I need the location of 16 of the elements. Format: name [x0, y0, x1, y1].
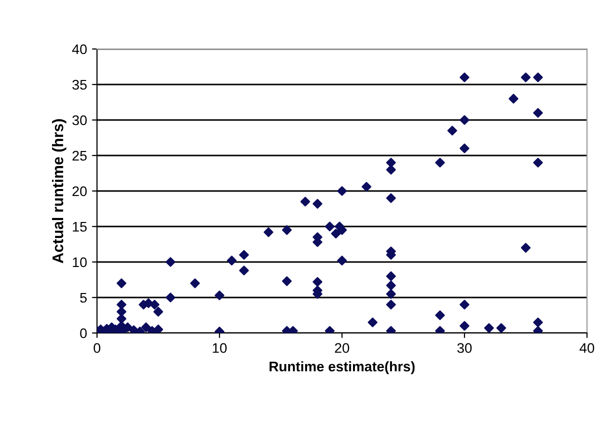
y-tick-label: 10 [72, 257, 87, 268]
y-tick-label: 35 [72, 80, 87, 90]
x-axis-title: Runtime estimate(hrs) [270, 361, 415, 374]
x-tick-label: 10 [212, 343, 227, 353]
x-tick-label: 30 [457, 343, 472, 353]
y-tick-label: 0 [80, 328, 87, 338]
y-tick-label: 30 [72, 115, 87, 126]
y-tick-label: 25 [72, 150, 87, 161]
x-tick-label: 0 [94, 343, 100, 353]
y-tick-label: 40 [72, 44, 87, 54]
x-tick-label: 20 [334, 343, 350, 353]
y-tick-label: 15 [72, 222, 87, 232]
x-tick-label: 40 [580, 343, 594, 353]
y-axis-title: Actual runtime (hrs) [52, 119, 66, 264]
y-tick-label: 5 [80, 292, 87, 303]
y-tick-label: 20 [72, 186, 87, 196]
